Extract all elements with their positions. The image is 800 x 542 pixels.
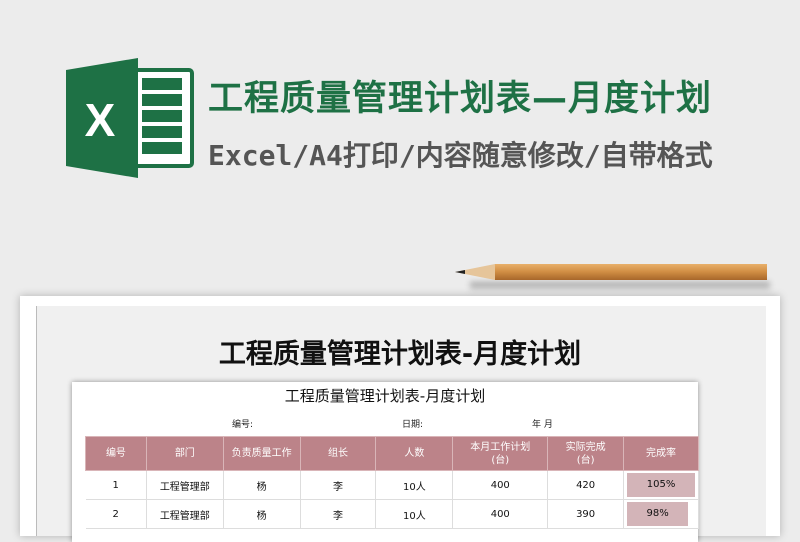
- svg-text:X: X: [85, 94, 116, 146]
- spreadsheet-preview: 工程质量管理计划表-月度计划 编号: 日期: 年 月 编号 部门 负责质量工作 组长人…: [72, 382, 699, 542]
- banner-title: 工程质量管理计划表—月度计划: [208, 79, 713, 119]
- column-header: 部门: [145, 436, 224, 471]
- number-label: 编号:: [232, 420, 254, 430]
- table-cell: 李: [300, 499, 377, 529]
- column-header: 人数: [375, 436, 454, 471]
- table-cell: 390: [547, 499, 625, 529]
- column-header: 实际完成 (台): [547, 436, 625, 471]
- excel-logo-icon: X: [66, 58, 194, 178]
- table-cell: 2: [85, 499, 147, 529]
- document-heading: 工程质量管理计划表-月度计划: [218, 339, 582, 370]
- column-header: 负责质量工作: [222, 436, 301, 471]
- table-cell: 杨: [223, 499, 301, 529]
- completion-rate-cell: 105%: [623, 470, 699, 500]
- table-cell: 420: [547, 470, 625, 500]
- table-cell: 10人: [375, 470, 454, 500]
- table-row: 1 工程管理部杨李 10人 400 420 105%: [85, 470, 699, 500]
- table-cell: 工程管理部: [146, 499, 224, 529]
- table-cell: 10人: [375, 499, 454, 529]
- completion-rate-cell: 98%: [623, 499, 699, 529]
- completion-rate-bar: 98%: [627, 502, 689, 526]
- table-cell: 1: [85, 470, 147, 500]
- pencil-icon: [455, 264, 767, 280]
- plan-table: 编号 部门 负责质量工作 组长 人数 本月工作计划 (台) 实际完成 (台) 完成率 1 工程管…: [85, 436, 699, 529]
- banner-subtitle: Excel/A4打印/内容随意修改/自带格式: [208, 139, 713, 172]
- table-row: 2 工程管理部杨李 10人 400 390 98%: [85, 499, 699, 529]
- table-cell: 400: [452, 470, 549, 500]
- sheet-title: 工程质量管理计划表-月度计划: [284, 387, 486, 405]
- date-label: 日期:: [402, 420, 424, 430]
- column-header: 组长: [299, 436, 377, 471]
- table-cell: 李: [300, 470, 377, 500]
- table-cell: 工程管理部: [146, 470, 224, 500]
- year-month-label: 年 月: [532, 420, 553, 430]
- column-header: 编号: [85, 436, 147, 471]
- table-cell: 杨: [223, 470, 301, 500]
- pencil-shadow: [470, 282, 770, 292]
- table-cell: 400: [452, 499, 549, 529]
- column-header: 完成率: [623, 436, 699, 471]
- completion-rate-bar: 105%: [627, 473, 696, 497]
- column-header: 本月工作计划 (台): [452, 436, 549, 471]
